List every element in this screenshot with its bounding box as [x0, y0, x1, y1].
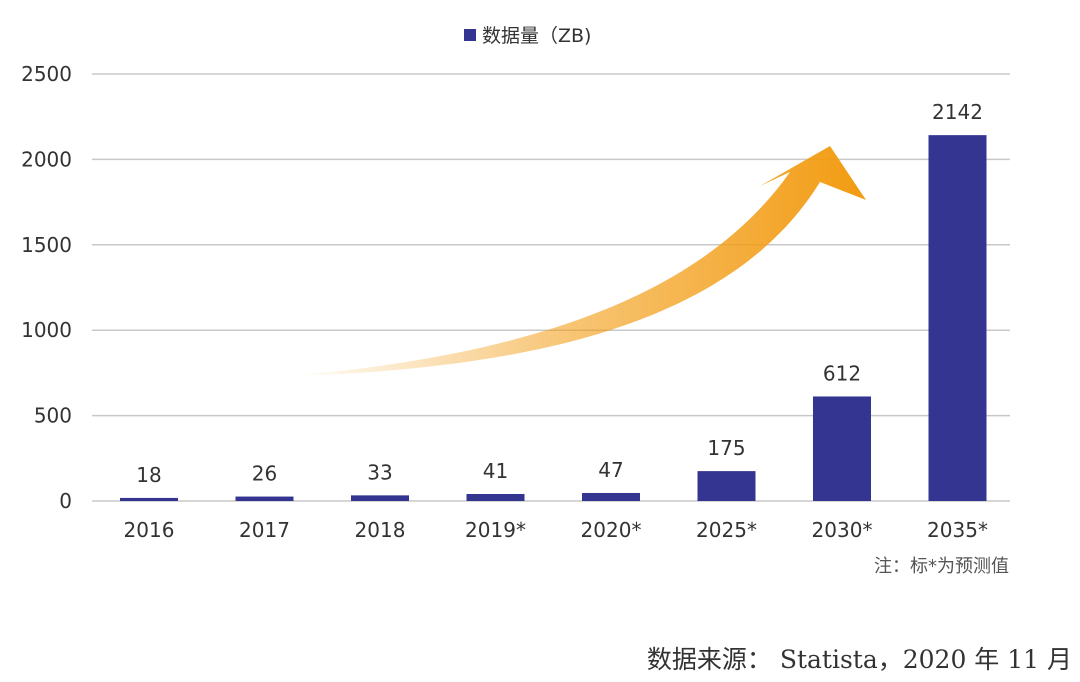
- x-tick-label: 2035*: [927, 518, 988, 542]
- bar-2018: [351, 495, 409, 501]
- forecast-note: 注：标*为预测值: [874, 556, 1009, 577]
- y-tick-label: 1500: [21, 233, 72, 257]
- gridlines: [92, 73, 1010, 502]
- x-tick-label: 2030*: [812, 518, 873, 542]
- y-tick-label: 2500: [21, 62, 72, 86]
- data-label: 612: [823, 361, 861, 385]
- bar-2017: [235, 496, 294, 501]
- y-tick-label: 2000: [21, 147, 72, 171]
- x-tick-label: 2018: [355, 518, 406, 542]
- data-label: 2142: [932, 100, 983, 124]
- data-labels: 18 26 33 41 47 175 612 2142: [136, 100, 983, 487]
- data-label: 47: [598, 458, 623, 482]
- bar-2025-forecast: [697, 471, 756, 501]
- x-tick-label: 2025*: [696, 518, 757, 542]
- y-tick-label: 1000: [21, 318, 72, 342]
- x-axis: 2016 2017 2018 2019* 2020* 2025* 2030* 2035*: [124, 518, 988, 542]
- data-label: 33: [367, 460, 392, 484]
- x-tick-label: 2020*: [581, 518, 642, 542]
- legend: 数据量（ZB): [464, 25, 591, 47]
- bar-2035-forecast: [928, 135, 987, 501]
- bar-2016: [120, 497, 178, 501]
- y-axis: 0 500 1000 1500 2000 2500: [21, 62, 72, 513]
- growth-arrow: [290, 146, 866, 376]
- bar-2020-forecast: [582, 492, 640, 501]
- x-tick-label: 2019*: [465, 518, 526, 542]
- data-label: 175: [707, 436, 745, 460]
- x-tick-label: 2016: [124, 518, 175, 542]
- y-tick-label: 500: [34, 404, 72, 428]
- bars: [120, 135, 987, 501]
- data-source: 数据来源： Statista，2020 年 11 月: [647, 645, 1072, 674]
- x-tick-label: 2017: [239, 518, 290, 542]
- data-label: 18: [136, 463, 161, 487]
- legend-swatch: [464, 29, 476, 41]
- bar-2019-forecast: [466, 493, 525, 501]
- data-label: 41: [483, 459, 508, 483]
- y-tick-label: 0: [59, 489, 72, 513]
- data-label: 26: [252, 462, 277, 486]
- bar-2030-forecast: [813, 396, 871, 501]
- legend-label: 数据量（ZB): [482, 25, 591, 47]
